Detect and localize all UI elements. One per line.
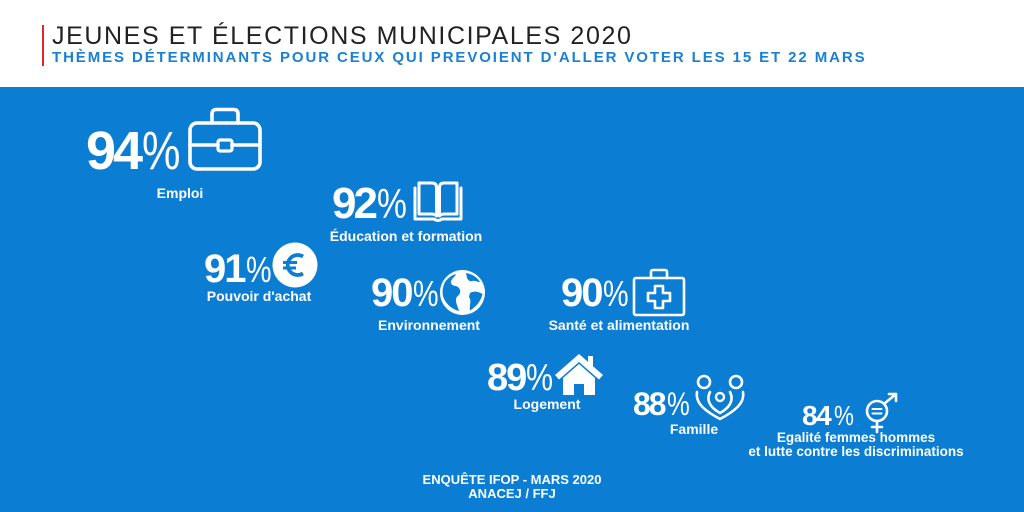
percentage-value: 84 — [802, 400, 832, 431]
label-line: Egalité femmes hommes — [776, 430, 936, 445]
percent-sign: % — [412, 273, 439, 314]
medical-kit-icon — [632, 268, 686, 317]
percentage-value: 90 — [371, 271, 413, 315]
medical-kit-box — [632, 276, 686, 317]
stat-emploi: 94% — [86, 124, 190, 178]
percentage-value: 88 — [633, 386, 667, 422]
page-title: JEUNES ET ÉLECTIONS MUNICIPALES 2020 — [52, 22, 633, 50]
theme-label-egalite: Egalité femmes hommes et lutte contre le… — [736, 431, 976, 459]
briefcase-icon — [188, 107, 262, 171]
child-head — [714, 391, 726, 403]
percent-sign: % — [666, 386, 690, 422]
book-left-page — [417, 181, 438, 218]
stat-famille: 88% — [633, 388, 695, 420]
euro-coin — [272, 242, 318, 288]
footer-line: ANACEJ / FFJ — [468, 486, 556, 501]
book-icon — [413, 181, 463, 222]
label-line: et lutte contre les discriminations — [748, 444, 964, 459]
theme-label-sante: Santé et alimentation — [548, 317, 690, 333]
footer-line: ENQUÊTE IFOP - MARS 2020 — [422, 472, 602, 487]
euro-arc — [285, 253, 304, 277]
globe-icon — [440, 270, 485, 315]
percent-sign: % — [376, 180, 407, 227]
female-cross — [870, 419, 884, 434]
theme-label-environnement: Environnement — [378, 317, 480, 333]
percentage-value: 90 — [561, 271, 603, 315]
percentage-value: 91 — [204, 247, 246, 291]
percent-sign: % — [602, 273, 629, 314]
house-body — [563, 364, 595, 395]
percent-sign: % — [245, 249, 272, 290]
infographic-panel — [0, 87, 1024, 512]
percentage-value: 92 — [332, 179, 378, 228]
globe-ocean-east — [469, 291, 483, 311]
percentage-value: 94 — [86, 121, 143, 181]
euro-icon — [272, 242, 318, 288]
theme-label-emploi: Emploi — [156, 185, 204, 201]
briefcase-handle — [210, 107, 240, 125]
theme-label-education: Éducation et formation — [329, 228, 483, 244]
book-right-page — [438, 181, 459, 218]
percent-sign: % — [142, 121, 181, 181]
globe-ocean-west — [442, 274, 461, 311]
book-cover — [413, 186, 463, 222]
family-inner-arms — [707, 390, 733, 415]
stat-sante: 90% — [561, 273, 635, 313]
house-icon — [555, 354, 603, 395]
source-footer: ENQUÊTE IFOP - MARS 2020 ANACEJ / FFJ — [362, 473, 662, 501]
percentage-value: 89 — [487, 357, 527, 399]
male-arrow — [883, 392, 898, 405]
theme-label-famille: Famille — [669, 421, 719, 437]
house-roof — [555, 354, 603, 380]
page-subtitle: THÈMES DÉTERMINANTS POUR CEUX QUI PREVOI… — [52, 49, 867, 66]
header: JEUNES ET ÉLECTIONS MUNICIPALES 2020 THÈ… — [0, 0, 1024, 87]
briefcase-clasp — [216, 138, 234, 153]
equal-sign — [871, 408, 883, 415]
theme-label-pouvoir-achat: Pouvoir d'achat — [206, 288, 312, 304]
euro-bars — [283, 261, 297, 270]
stat-egalite: 84% — [802, 402, 859, 430]
medical-cross — [646, 284, 672, 310]
stat-environnement: 90% — [371, 273, 445, 313]
gender-equality-icon — [865, 392, 898, 434]
medical-kit-handle — [649, 268, 669, 280]
percent-sign: % — [526, 357, 554, 399]
family-outer-arms — [695, 390, 745, 421]
stat-logement: 89% — [487, 359, 560, 397]
accent-bar — [42, 25, 44, 66]
stat-pouvoir-achat: 91% — [204, 249, 278, 289]
parent-head-left — [696, 374, 712, 390]
stat-education: 92% — [332, 182, 414, 226]
parent-head-right — [728, 374, 744, 390]
theme-label-logement: Logement — [513, 396, 581, 412]
percent-sign: % — [834, 400, 855, 431]
family-icon — [695, 374, 745, 421]
globe-ocean-north — [466, 273, 480, 282]
